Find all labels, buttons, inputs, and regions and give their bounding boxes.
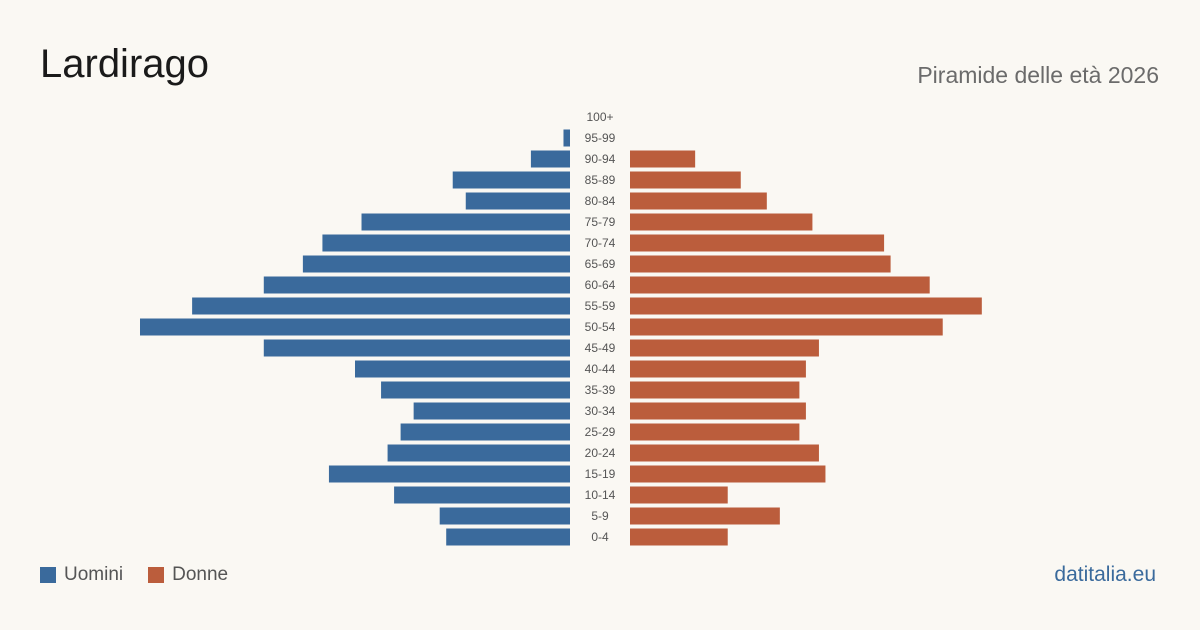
bar-men-70-74[interactable]: [322, 234, 570, 252]
chart-subtitle: Piramide delle età 2026: [917, 62, 1159, 88]
bar-men-45-49[interactable]: [263, 339, 570, 357]
bar-men-15-19[interactable]: [328, 465, 570, 483]
bar-men-20-24[interactable]: [387, 444, 570, 462]
age-label-0-4: 0-4: [591, 530, 609, 544]
bar-men-90-94[interactable]: [530, 150, 570, 168]
bar-men-30-34[interactable]: [413, 402, 570, 420]
page-title: Lardirago: [40, 42, 210, 86]
bar-men-40-44[interactable]: [355, 360, 570, 378]
age-label-90-94: 90-94: [585, 152, 616, 166]
bar-men-85-89[interactable]: [452, 171, 570, 189]
bar-women-50-54[interactable]: [630, 318, 943, 336]
legend-label-women: Donne: [172, 564, 229, 585]
bar-men-0-4[interactable]: [446, 528, 570, 546]
bar-men-65-69[interactable]: [302, 255, 570, 273]
bar-men-10-14[interactable]: [394, 486, 570, 504]
bar-men-50-54[interactable]: [140, 318, 570, 336]
bar-men-60-64[interactable]: [263, 276, 570, 294]
bar-women-0-4[interactable]: [630, 528, 728, 546]
bar-women-20-24[interactable]: [630, 444, 819, 462]
bar-women-85-89[interactable]: [630, 171, 741, 189]
legend-label-men: Uomini: [64, 564, 124, 585]
bar-women-45-49[interactable]: [630, 339, 819, 357]
legend-swatch-women: [148, 567, 165, 583]
age-label-80-84: 80-84: [585, 194, 616, 208]
bar-women-70-74[interactable]: [630, 234, 885, 252]
bar-men-25-29[interactable]: [400, 423, 570, 441]
age-label-30-34: 30-34: [585, 404, 616, 418]
bar-women-75-79[interactable]: [630, 213, 813, 231]
bar-women-5-9[interactable]: [630, 507, 780, 525]
age-label-60-64: 60-64: [585, 278, 616, 292]
bar-women-60-64[interactable]: [630, 276, 930, 294]
bar-women-90-94[interactable]: [630, 150, 696, 168]
age-label-70-74: 70-74: [585, 236, 616, 250]
age-label-15-19: 15-19: [585, 467, 616, 481]
bar-women-35-39[interactable]: [630, 381, 800, 399]
age-label-100+: 100+: [586, 110, 613, 124]
bar-women-55-59[interactable]: [630, 297, 982, 315]
bar-women-80-84[interactable]: [630, 192, 767, 210]
age-label-85-89: 85-89: [585, 173, 616, 187]
bar-men-35-39[interactable]: [381, 381, 570, 399]
bar-men-75-79[interactable]: [361, 213, 570, 231]
age-label-65-69: 65-69: [585, 257, 616, 271]
age-label-45-49: 45-49: [585, 341, 616, 355]
legend: Uomini Donne: [40, 564, 253, 586]
bar-men-55-59[interactable]: [192, 297, 570, 315]
age-label-55-59: 55-59: [585, 299, 616, 313]
age-label-20-24: 20-24: [585, 446, 616, 460]
age-label-50-54: 50-54: [585, 320, 616, 334]
bar-women-10-14[interactable]: [630, 486, 728, 504]
bar-women-15-19[interactable]: [630, 465, 826, 483]
age-label-10-14: 10-14: [585, 488, 616, 502]
age-label-95-99: 95-99: [585, 131, 616, 145]
bar-men-95-99[interactable]: [563, 129, 570, 147]
bar-women-30-34[interactable]: [630, 402, 806, 420]
age-label-25-29: 25-29: [585, 425, 616, 439]
age-label-35-39: 35-39: [585, 383, 616, 397]
legend-item-men: Uomini: [40, 564, 123, 586]
bar-women-40-44[interactable]: [630, 360, 806, 378]
age-label-75-79: 75-79: [585, 215, 616, 229]
source-link[interactable]: datitalia.eu: [1054, 563, 1156, 586]
bar-men-5-9[interactable]: [439, 507, 570, 525]
age-label-40-44: 40-44: [585, 362, 616, 376]
legend-swatch-men: [40, 567, 56, 583]
bar-women-25-29[interactable]: [630, 423, 800, 441]
bar-men-80-84[interactable]: [465, 192, 570, 210]
age-label-5-9: 5-9: [591, 509, 609, 523]
bar-women-65-69[interactable]: [630, 255, 891, 273]
legend-item-women: Donne: [148, 564, 228, 586]
